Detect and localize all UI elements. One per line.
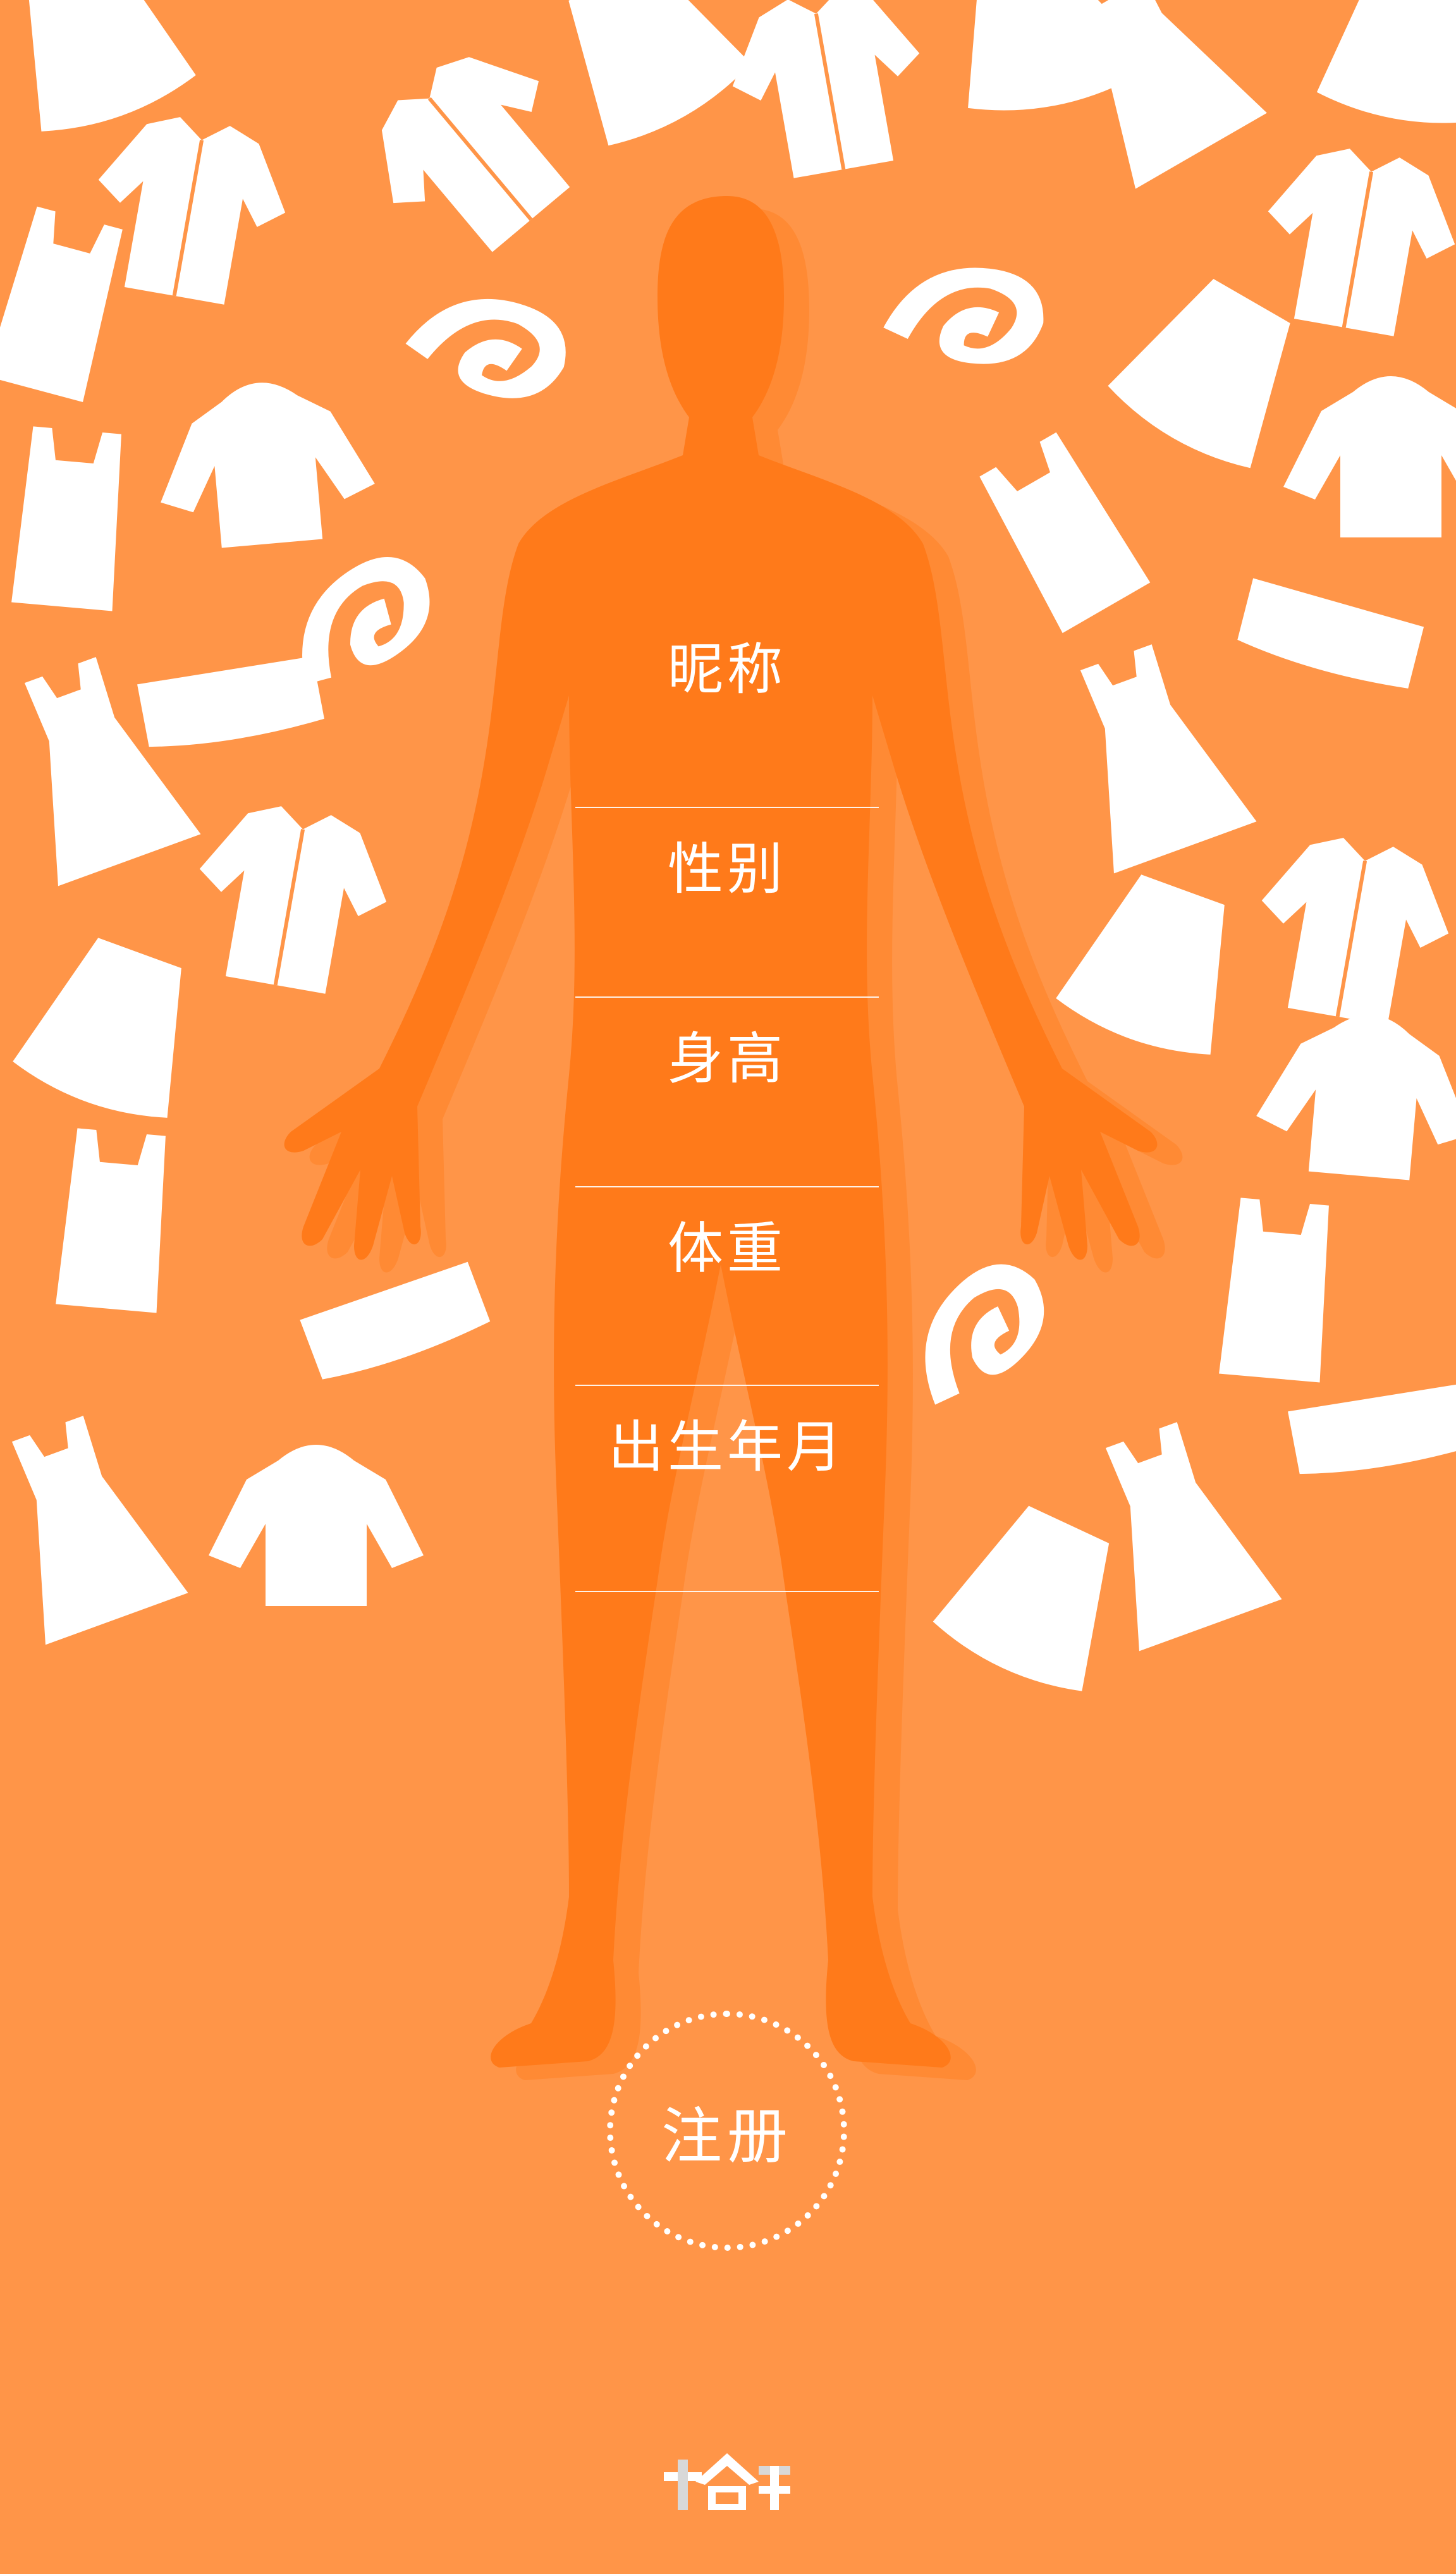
weight-field[interactable]: 体重 (575, 1186, 879, 1386)
height-underline (575, 1186, 879, 1187)
birthdate-label: 出生年月 (608, 1414, 846, 1480)
nickname-label: 昵称 (667, 637, 786, 702)
register-button[interactable]: 注册 (607, 2011, 847, 2251)
brand-logo-icon (664, 2453, 790, 2510)
gender-label: 性别 (667, 837, 786, 902)
weight-label: 体重 (667, 1216, 786, 1281)
nickname-underline (575, 807, 879, 808)
gender-underline (575, 996, 879, 998)
birthdate-field[interactable]: 出生年月 (575, 1385, 879, 1592)
weight-underline (575, 1385, 879, 1386)
nickname-field[interactable]: 昵称 (575, 607, 879, 808)
gender-field[interactable]: 性别 (575, 807, 879, 998)
birthdate-underline (575, 1591, 879, 1592)
height-field[interactable]: 身高 (575, 996, 879, 1187)
height-label: 身高 (667, 1026, 786, 1091)
